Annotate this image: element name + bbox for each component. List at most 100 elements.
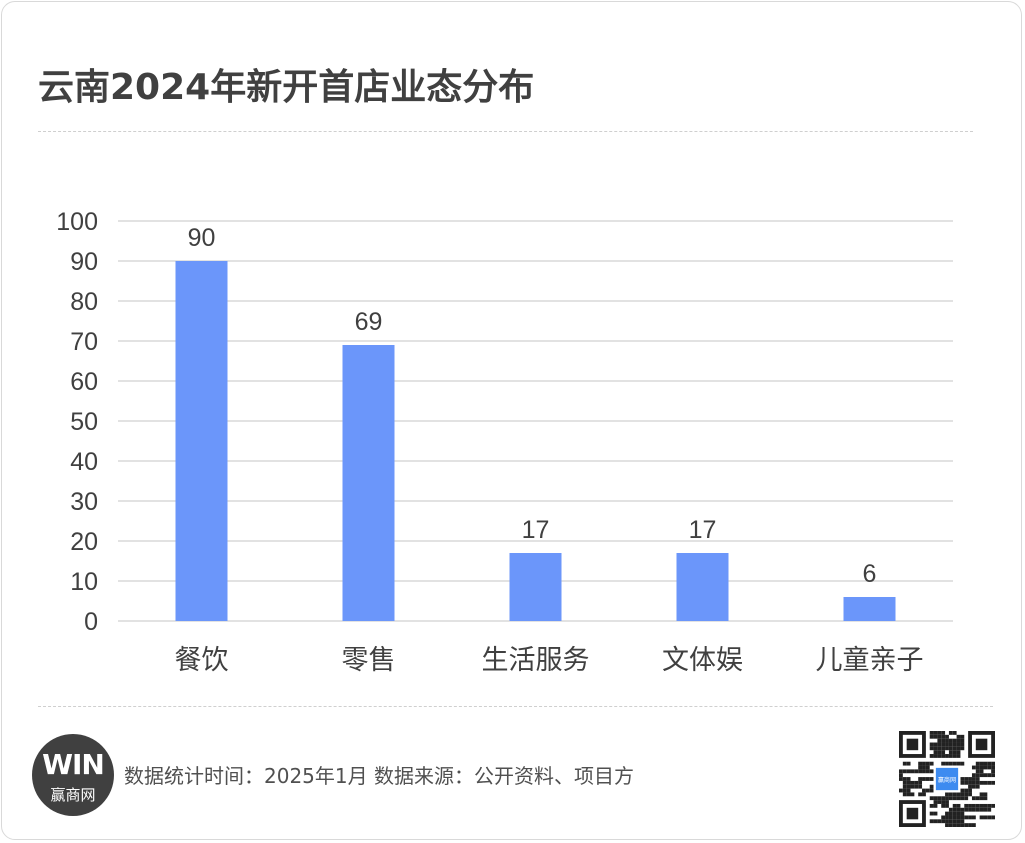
- qr-module: [975, 769, 980, 774]
- qr-module: [987, 780, 992, 785]
- qr-module: [956, 738, 961, 743]
- y-tick-label: 40: [70, 448, 98, 476]
- qr-module: [918, 792, 923, 797]
- qr-module: [956, 792, 961, 797]
- qr-module: [964, 796, 969, 801]
- qr-module: [933, 800, 938, 804]
- y-tick-label: 0: [84, 608, 98, 636]
- bar: [509, 553, 562, 621]
- qr-module: [933, 754, 938, 758]
- category-label: 儿童亲子: [816, 645, 924, 676]
- qr-module: [945, 746, 949, 751]
- qr-module: [948, 823, 953, 827]
- qr-module: [971, 765, 976, 770]
- qr-module: [929, 742, 934, 747]
- qr-module: [960, 746, 965, 751]
- qr-module: [925, 761, 930, 766]
- qr-module: [987, 803, 992, 808]
- qr-module: [956, 742, 961, 747]
- qr-module: [952, 811, 957, 816]
- qr-module: [937, 731, 942, 735]
- qr-module: [991, 769, 995, 774]
- qr-module: [945, 803, 949, 808]
- qr-module: [906, 788, 911, 793]
- qr-module: [983, 803, 988, 808]
- qr-module: [971, 803, 976, 808]
- qr-module: [941, 734, 946, 739]
- qr-module: [979, 807, 984, 812]
- qr-module: [941, 742, 946, 747]
- y-tick-label: 90: [70, 248, 98, 276]
- qr-module: [948, 742, 953, 747]
- qr-module: [952, 792, 957, 797]
- qr-module: [945, 792, 949, 797]
- qr-module: [964, 792, 969, 797]
- qr-module: [979, 769, 984, 774]
- qr-module: [983, 761, 988, 766]
- qr-module: [922, 777, 926, 781]
- qr-module: [902, 788, 907, 793]
- qr-module: [987, 765, 992, 770]
- qr-module: [960, 780, 965, 785]
- qr-module: [941, 761, 946, 766]
- qr-module: [956, 746, 961, 751]
- qr-module: [945, 742, 949, 747]
- qr-module: [971, 807, 976, 812]
- y-tick-label: 60: [70, 368, 98, 396]
- qr-module: [941, 731, 946, 735]
- qr-module: [979, 761, 984, 766]
- qr-module: [937, 738, 942, 743]
- qr-module: [968, 788, 972, 793]
- qr-module: [979, 773, 984, 778]
- qr-module: [902, 761, 907, 766]
- qr-module: [960, 777, 965, 781]
- qr-finder: [906, 807, 919, 820]
- qr-module: [933, 811, 938, 816]
- qr-module: [933, 796, 938, 801]
- y-tick-label: 80: [70, 288, 98, 316]
- qr-module: [952, 754, 957, 758]
- qr-module: [906, 784, 911, 789]
- qr-module: [975, 796, 980, 801]
- qr-module: [918, 780, 923, 785]
- qr-module: [956, 761, 961, 766]
- qr-module: [910, 784, 915, 789]
- qr-module: [902, 792, 907, 797]
- qr-module: [922, 792, 926, 797]
- qr-module: [979, 780, 984, 785]
- qr-module: [937, 750, 942, 755]
- qr-module: [960, 792, 965, 797]
- qr-module: [968, 823, 972, 827]
- category-label: 零售: [342, 645, 396, 676]
- qr-module: [941, 796, 946, 801]
- qr-module: [968, 777, 972, 781]
- chart-title: 云南2024年新开首店业态分布: [38, 67, 535, 108]
- qr-module: [960, 807, 965, 812]
- qr-module: [948, 807, 953, 812]
- qr-module: [960, 734, 965, 739]
- qr-module: [945, 823, 949, 827]
- qr-module: [945, 754, 949, 758]
- qr-module: [952, 815, 957, 820]
- qr-module: [956, 796, 961, 801]
- qr-module: [960, 819, 965, 824]
- qr-module: [929, 777, 934, 781]
- qr-module: [899, 788, 903, 793]
- qr-module: [902, 780, 907, 785]
- bar: [175, 261, 228, 621]
- qr-module: [956, 807, 961, 812]
- qr-module: [937, 742, 942, 747]
- bar: [342, 345, 395, 621]
- qr-module: [952, 819, 957, 824]
- qr-module: [906, 769, 911, 774]
- qr-module: [983, 780, 988, 785]
- qr-module: [979, 765, 984, 770]
- qr-module: [987, 761, 992, 766]
- qr-module: [987, 815, 992, 820]
- qr-module: [983, 792, 988, 797]
- qr-module: [991, 765, 995, 770]
- qr-module: [960, 761, 965, 766]
- qr-module: [945, 811, 949, 816]
- qr-module: [960, 815, 965, 820]
- qr-module: [987, 773, 992, 778]
